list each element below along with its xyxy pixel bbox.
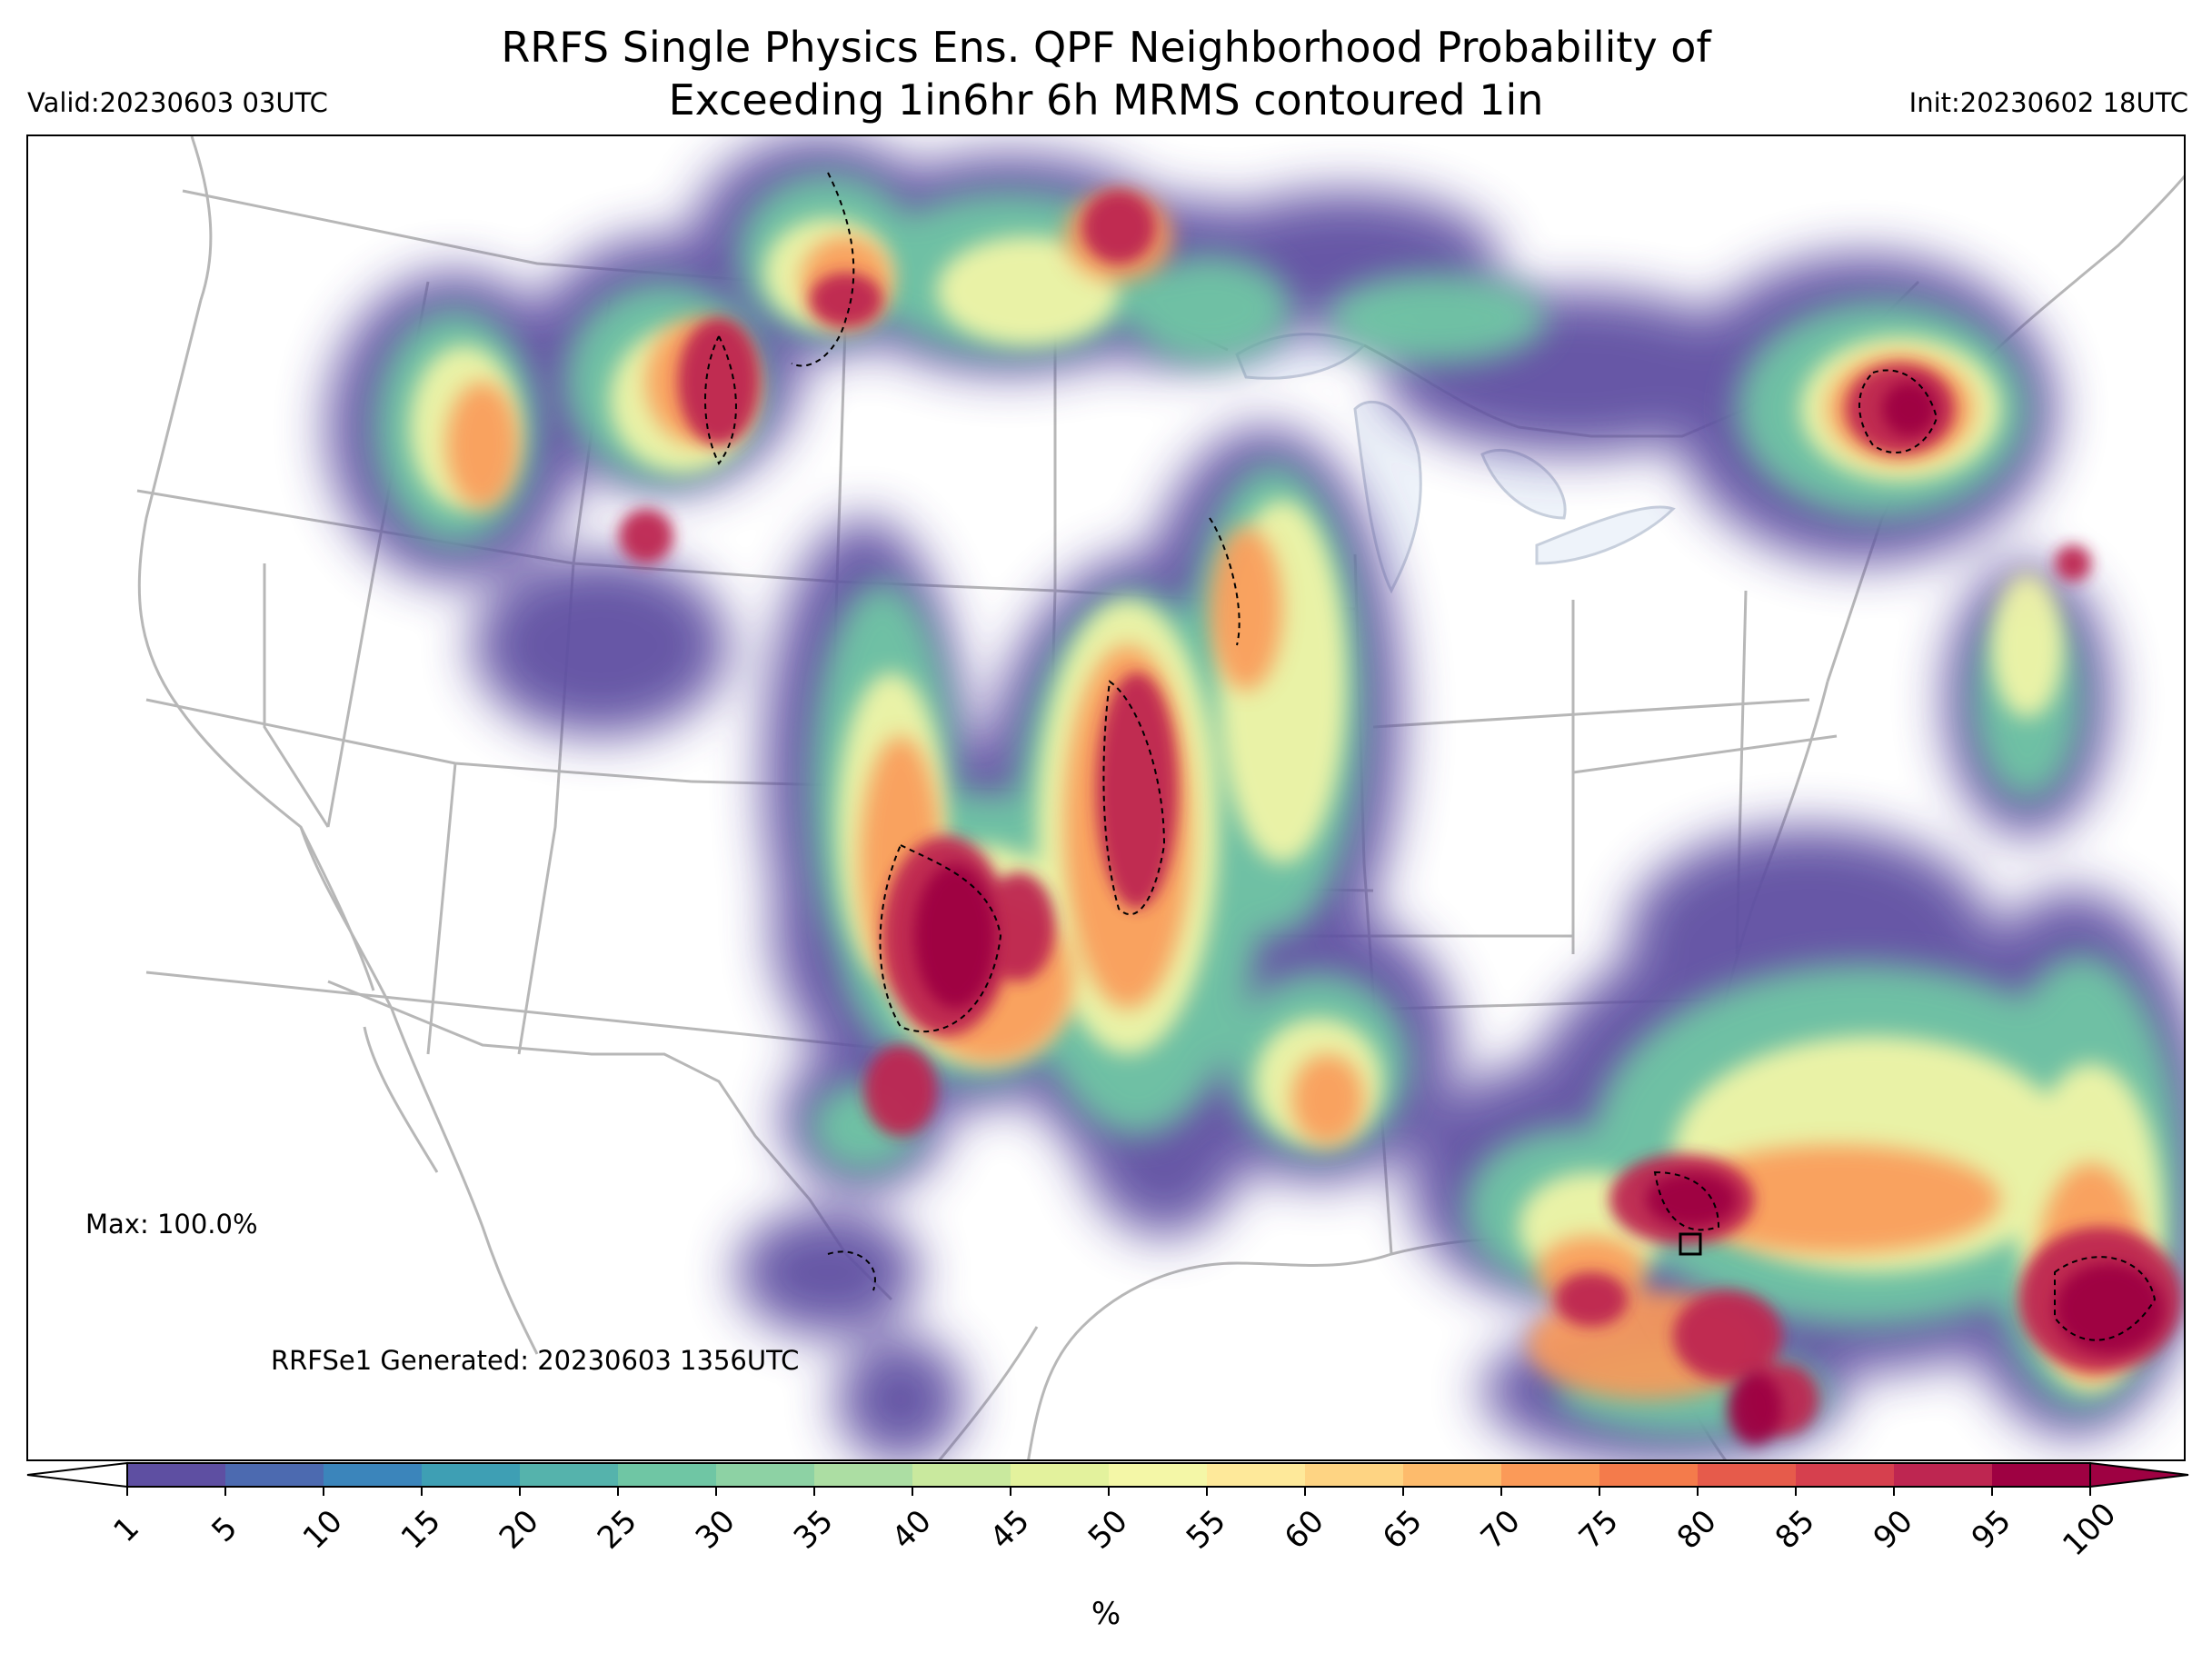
valid-time-label: Valid:20230603 03UTC <box>27 87 328 118</box>
colorbar-tick-label: 30 <box>689 1503 742 1557</box>
colorbar-tick-label: 35 <box>787 1503 841 1557</box>
colorbar-segment <box>1698 1463 1797 1487</box>
colorbar-tick-label: 50 <box>1081 1503 1135 1557</box>
map-svg <box>136 136 2184 1459</box>
colorbar-segment <box>912 1463 1011 1487</box>
colorbar-tick-label: 40 <box>885 1503 939 1557</box>
colorbar-segment <box>814 1463 913 1487</box>
colorbar-segment <box>127 1463 226 1487</box>
city-marker <box>1679 1232 1702 1256</box>
colorbar-segment <box>1599 1463 1699 1487</box>
colorbar-segment <box>1305 1463 1404 1487</box>
colorbar-tick-label: 65 <box>1376 1503 1430 1557</box>
colorbar-segment <box>1011 1463 1110 1487</box>
colorbar-tick-label: 60 <box>1278 1503 1331 1557</box>
colorbar-tick-label: 20 <box>493 1503 546 1557</box>
init-time-label: Init:20230602 18UTC <box>1908 87 2188 118</box>
colorbar-segment <box>1992 1463 2091 1487</box>
chart-title-line1: RRFS Single Physics Ens. QPF Neighborhoo… <box>501 23 1711 72</box>
colorbar-segment <box>422 1463 521 1487</box>
colorbar-segment <box>1403 1463 1502 1487</box>
colorbar-segment <box>1501 1463 1600 1487</box>
baja-coast <box>299 826 539 1355</box>
probability-map <box>26 134 2186 1461</box>
colorbar-segment <box>716 1463 815 1487</box>
west-coast <box>137 136 375 991</box>
colorbar-tick-label: 95 <box>1965 1503 2018 1557</box>
colorbar-tick-label: 100 <box>2056 1496 2123 1563</box>
colorbar-unit: % <box>1091 1596 1121 1632</box>
chart-title-line2: Exceeding 1in6hr 6h MRMS contoured 1in <box>668 75 1544 124</box>
colorbar-segment <box>225 1463 324 1487</box>
probability-field <box>328 136 2184 1459</box>
colorbar-segment <box>1796 1463 1895 1487</box>
colorbar-segment <box>520 1463 619 1487</box>
colorbar-segment <box>618 1463 717 1487</box>
colorbar-tick-label: 80 <box>1670 1503 1724 1557</box>
colorbar-extend-high <box>2089 1461 2189 1489</box>
generated-label: RRFSe1 Generated: 20230603 1356UTC <box>271 1345 800 1376</box>
colorbar-tick-label: 15 <box>394 1503 448 1557</box>
colorbar-segment <box>1894 1463 1993 1487</box>
mrms-contours <box>704 172 2157 1341</box>
colorbar-tick-label: 85 <box>1769 1503 1822 1557</box>
colorbar-tick-label: 10 <box>296 1503 350 1557</box>
colorbar-tick-label: 75 <box>1572 1503 1626 1557</box>
colorbar-tick-label: 70 <box>1474 1503 1528 1557</box>
colorbar-tick-label: 90 <box>1867 1503 1920 1557</box>
colorbar-tick-label: 25 <box>591 1503 644 1557</box>
colorbar-segment <box>1207 1463 1306 1487</box>
colorbar-segment <box>1109 1463 1208 1487</box>
colorbar-tick-label: 1 <box>106 1509 146 1549</box>
colorbar-segment <box>324 1463 423 1487</box>
colorbar-tick-label: 45 <box>983 1503 1037 1557</box>
max-value-label: Max: 100.0% <box>85 1209 258 1240</box>
colorbar-extend-low <box>26 1461 128 1489</box>
colorbar-tick-label: 5 <box>204 1509 244 1549</box>
colorbar-tick-label: 55 <box>1180 1503 1233 1557</box>
